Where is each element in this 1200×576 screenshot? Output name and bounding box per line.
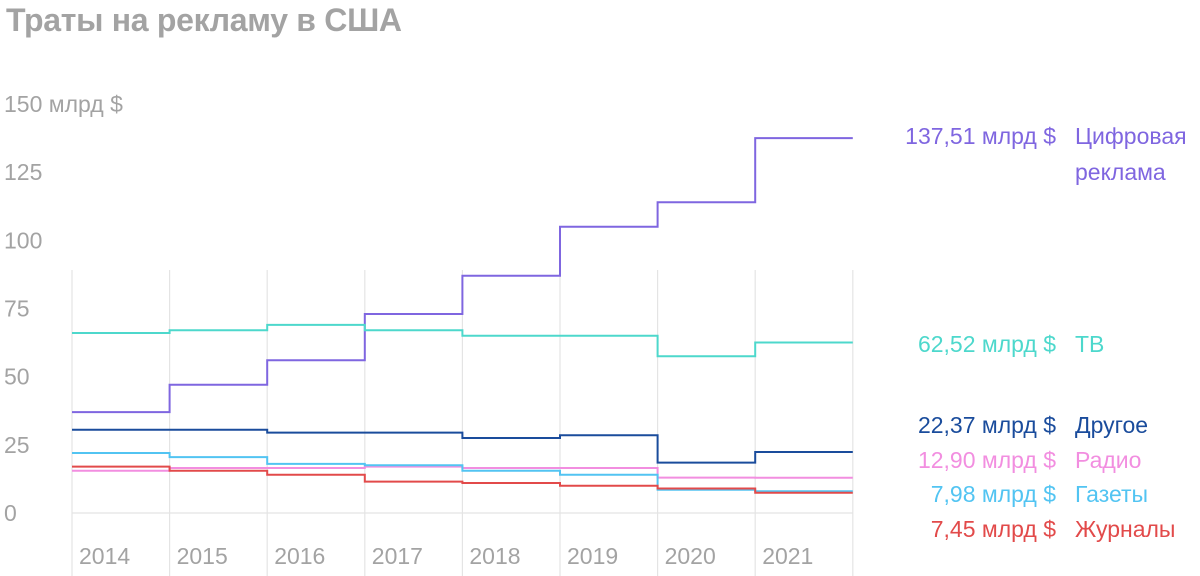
series-value-label: 137,51 млрд $ xyxy=(905,123,1056,149)
series-line xyxy=(72,452,853,493)
series-name-label: Радио xyxy=(1075,447,1141,473)
y-tick-label: 25 xyxy=(4,432,30,458)
series-name-label: реклама xyxy=(1075,159,1166,185)
y-tick-label: 150 млрд $ xyxy=(4,91,123,117)
series-line xyxy=(72,323,853,358)
series-line xyxy=(72,428,853,464)
x-tick-label: 2015 xyxy=(177,543,228,569)
y-tick-label: 100 xyxy=(4,227,42,253)
series-value-label: 12,90 млрд $ xyxy=(918,447,1056,473)
series-name-label: Цифровая xyxy=(1075,123,1187,149)
x-tick-label: 2018 xyxy=(469,543,520,569)
y-tick-label: 50 xyxy=(4,364,30,390)
series-value-label: 22,37 млрд $ xyxy=(918,412,1056,438)
y-tick-label: 125 xyxy=(4,159,42,185)
x-tick-label: 2019 xyxy=(567,543,618,569)
x-tick-label: 2016 xyxy=(274,543,325,569)
series-line xyxy=(72,465,853,494)
series-value-label: 7,45 млрд $ xyxy=(931,516,1056,542)
x-tick-label: 2014 xyxy=(79,543,130,569)
y-tick-label: 75 xyxy=(4,296,30,322)
series-name-label: ТВ xyxy=(1075,331,1104,357)
x-tick-label: 2017 xyxy=(372,543,423,569)
x-tick-label: 2020 xyxy=(665,543,716,569)
series-value-label: 62,52 млрд $ xyxy=(918,331,1056,357)
series-name-label: Другое xyxy=(1075,412,1148,438)
x-tick-label: 2021 xyxy=(762,543,813,569)
chart-title: Траты на рекламу в США xyxy=(6,2,402,38)
series-value-label: 7,98 млрд $ xyxy=(931,481,1056,507)
series-line xyxy=(72,137,853,414)
series-name-label: Газеты xyxy=(1075,481,1148,507)
y-tick-label: 0 xyxy=(4,500,17,526)
series-name-label: Журналы xyxy=(1075,516,1175,542)
